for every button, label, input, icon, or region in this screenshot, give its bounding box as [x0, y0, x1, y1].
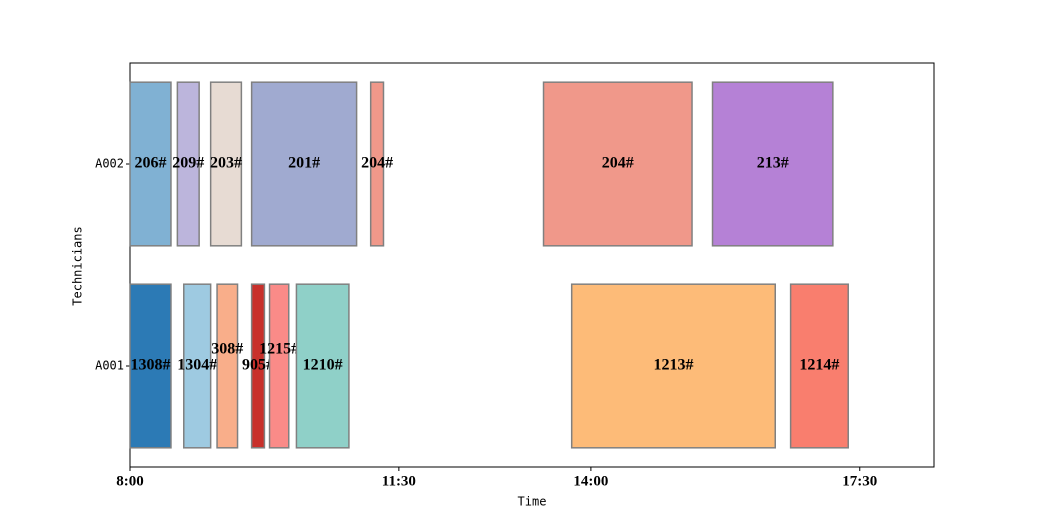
- task-label: 1308#: [130, 357, 170, 374]
- task-bar: [295, 283, 350, 449]
- task-label: 1215#: [259, 341, 299, 358]
- y-tick-label: A002: [95, 157, 124, 171]
- task-bar: [789, 283, 849, 449]
- task-bar: [129, 81, 172, 247]
- task-label: 201#: [288, 155, 320, 172]
- task-bar: [711, 81, 834, 247]
- x-tick-label: 8:00: [116, 473, 144, 489]
- task-label: 204#: [602, 155, 634, 172]
- task-bar: [183, 283, 212, 449]
- task-bar: [570, 283, 776, 449]
- x-tick-label: 11:30: [382, 473, 416, 489]
- task-bar: [129, 283, 172, 449]
- task-bar: [176, 81, 200, 247]
- task-bar: [216, 283, 239, 449]
- task-bar: [209, 81, 243, 247]
- task-label: 905#: [242, 357, 274, 374]
- x-tick-label: 17:30: [842, 473, 877, 489]
- task-bar: [542, 81, 693, 247]
- task-bar: [250, 81, 358, 247]
- task-bar: [369, 81, 385, 247]
- plot-frame: [129, 62, 935, 468]
- task-bar: [268, 283, 290, 449]
- task-label: 203#: [210, 155, 242, 172]
- task-label: 1213#: [653, 357, 693, 374]
- task-label: 308#: [211, 341, 243, 358]
- task-bar: [250, 283, 266, 449]
- task-label: 204#: [361, 155, 393, 172]
- y-axis-label: Technicians: [71, 226, 85, 305]
- task-label: 213#: [757, 155, 789, 172]
- x-axis-label: Time: [518, 495, 547, 509]
- task-label: 1210#: [303, 357, 343, 374]
- task-label: 206#: [134, 155, 166, 172]
- y-tick-label: A001: [95, 359, 124, 373]
- task-label: 1304#: [177, 357, 217, 374]
- task-label: 1214#: [799, 357, 839, 374]
- task-label: 209#: [172, 155, 204, 172]
- x-tick-label: 14:00: [573, 473, 608, 489]
